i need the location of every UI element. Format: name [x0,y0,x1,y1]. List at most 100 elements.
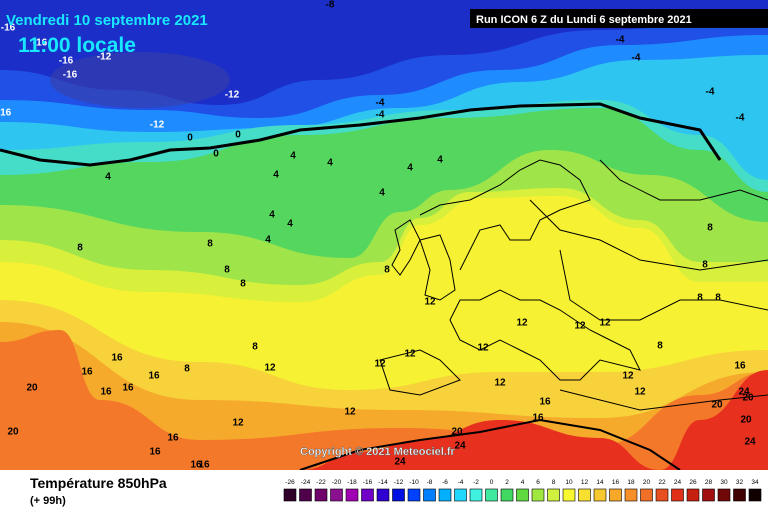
colorbar-tick-label: -24 [301,479,311,486]
colorbar-swatch [376,488,390,502]
contour-label: 8 [697,293,703,304]
colorbar-swatch [717,488,731,502]
colorbar-swatch [547,488,560,502]
contour-label: 20 [740,415,752,426]
colorbar-swatch [562,488,576,502]
colorbar-swatch [578,488,591,502]
colorbar-tick-label: 30 [720,479,728,486]
colorbar-swatch [686,488,700,502]
colorbar-tick-label: 4 [521,479,525,486]
colorbar-swatch [655,488,669,502]
contour-label: 8 [384,265,390,276]
lead-time: (+ 99h) [30,495,66,507]
colorbar-tick-label: 0 [490,479,494,486]
colorbar-tick-label: -10 [409,479,419,486]
colorbar-tick-label: 16 [612,479,620,486]
contour-label: 8 [702,260,708,271]
colorbar-tick-label: -6 [442,479,448,486]
colorbar: -26 -24 -22 -20 -18 -16 -14 -12 -10 -8 -6 -4 -2 0 2 4 6 8… [283,479,762,502]
contour-label: -4 [616,35,625,46]
contour-label: -12 [225,90,240,101]
contour-label: 16 [111,353,123,364]
contour-label: 12 [574,321,586,332]
colorbar-swatch [345,488,359,502]
colorbar-tick-label: 14 [596,479,604,486]
colorbar-swatch [423,488,436,502]
colorbar-tick-label: 10 [565,479,573,486]
colorbar-tick-label: 12 [581,479,589,486]
cold-core [50,52,230,108]
contour-label: 16 [149,447,161,458]
contour-label: 16 [167,433,179,444]
contour-label: 16 [190,460,202,471]
colorbar-swatch [361,488,374,502]
colorbar-swatch [748,488,762,502]
colorbar-tick-label: 8 [552,479,556,486]
colorbar-swatch [299,488,312,502]
colorbar-tick-label: 32 [736,479,744,486]
contour-label: 8 [224,265,230,276]
contour-label: 20 [451,427,463,438]
colorbar-swatch [733,488,746,502]
colorbar-swatch [469,488,483,502]
contour-label: 4 [290,151,296,162]
colorbar-swatch [531,488,545,502]
contour-label: 4 [379,188,385,199]
contour-label: 16 [532,413,544,424]
colorbar-swatch [407,488,421,502]
contour-label: 20 [742,393,754,404]
colorbar-tick-label: 18 [627,479,635,486]
contour-label: 4 [273,170,279,181]
contour-label: -4 [376,98,385,109]
contour-label: -16 [59,56,74,67]
colorbar-tick-label: 26 [689,479,697,486]
colorbar-tick-label: 20 [643,479,651,486]
colorbar-tick-label: -14 [378,479,388,486]
colorbar-swatch [640,488,653,502]
contour-label: 12 [516,318,528,329]
contour-label: 8 [77,243,83,254]
colorbar-swatch [330,488,343,502]
contour-label: 4 [327,158,333,169]
forecast-date: Vendredi 10 septembre 2021 [6,12,208,29]
contour-label: 0 [213,149,219,160]
colorbar-tick-label: -26 [285,479,295,486]
contour-label: -16 [1,23,16,34]
colorbar-tick-label: -4 [458,479,464,486]
contour-label: -4 [706,87,715,98]
contour-label: 12 [494,378,506,389]
contour-label: 4 [407,163,413,174]
colorbar-tick-label: 2 [505,479,509,486]
contour-label: -4 [736,113,745,124]
contour-label: 20 [7,427,19,438]
contour-label: 12 [264,363,276,374]
colorbar-swatch [516,488,529,502]
contour-label: 12 [622,371,634,382]
contour-label: 12 [404,349,416,360]
contour-label: -12 [150,120,165,131]
contour-label: 4 [105,172,111,183]
contour-label: -12 [97,52,112,63]
contour-label: 12 [424,297,436,308]
contour-label: 12 [634,387,646,398]
colorbar-swatch [593,488,607,502]
temperature-band [0,322,768,470]
contour-label: 12 [374,359,386,370]
contour-label: 4 [265,235,271,246]
contour-label: -8 [326,0,335,11]
contour-label: 4 [269,210,275,221]
contour-label: 12 [477,343,489,354]
colorbar-swatch [485,488,498,502]
contour-label: 16 [100,387,112,398]
colorbar-tick-label: -16 [363,479,373,486]
colorbar-swatch [671,488,684,502]
contour-label: 16 [734,361,746,372]
forecast-time: 11:00 locale [18,34,136,57]
colorbar-tick-label: 24 [674,479,682,486]
colorbar-tick-label: 6 [536,479,540,486]
run-box [470,9,768,28]
contour-label: 8 [707,223,713,234]
contour-label: 0 [187,133,193,144]
contour-label: 24 [394,457,406,468]
